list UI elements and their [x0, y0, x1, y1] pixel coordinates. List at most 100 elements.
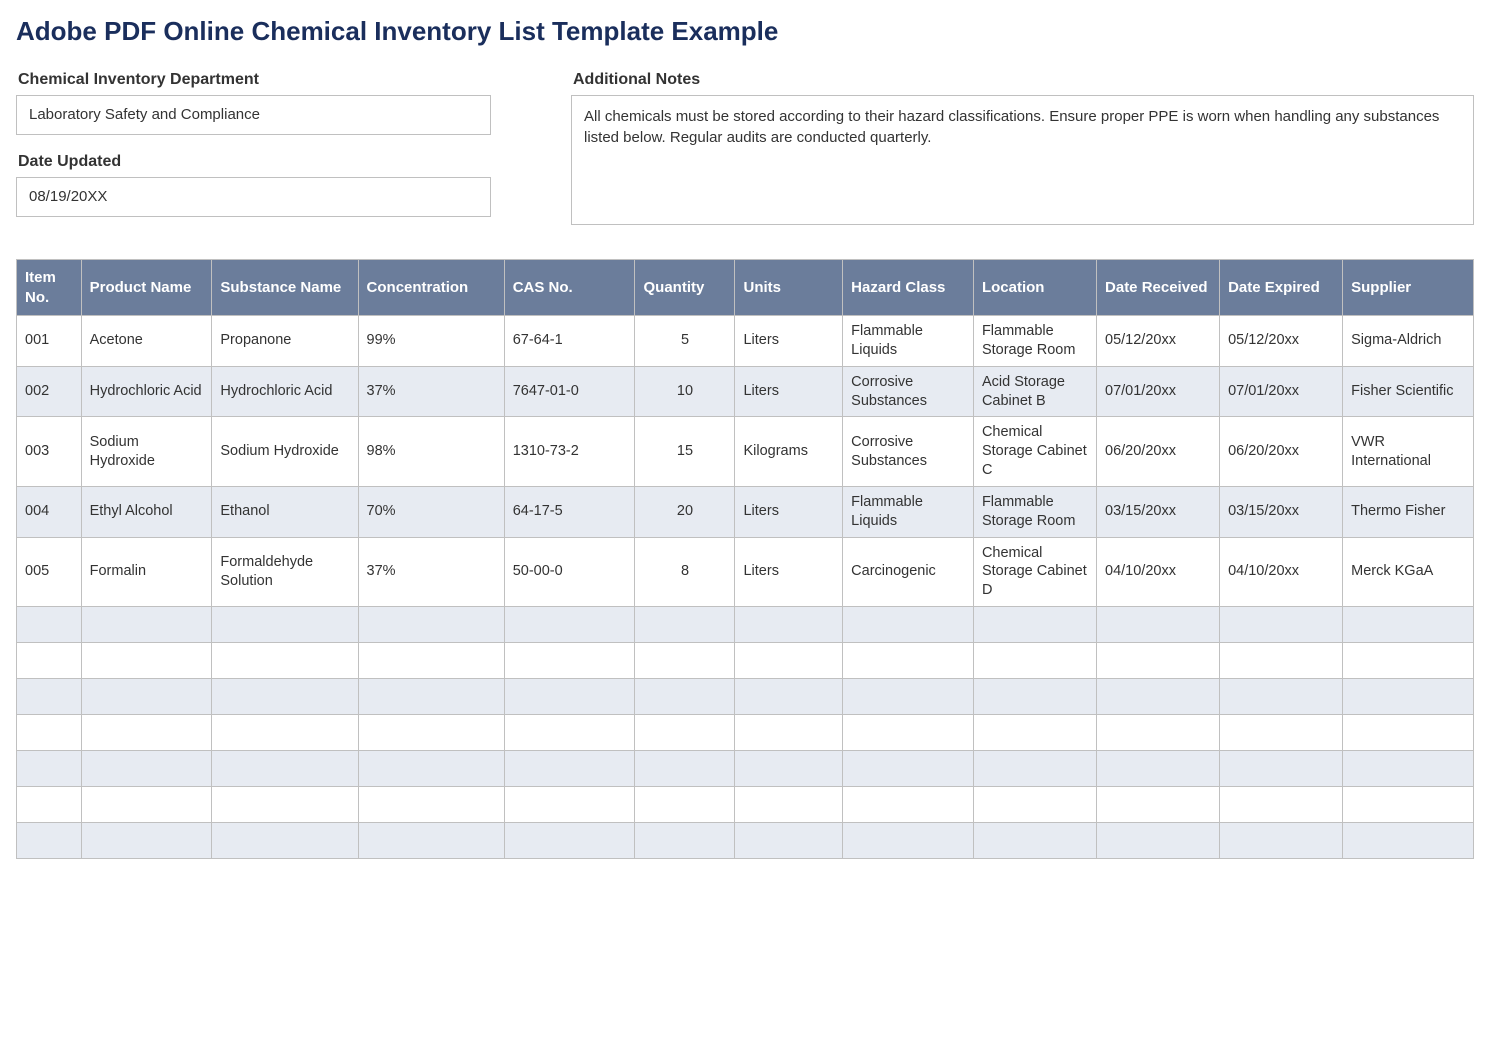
cell-location[interactable]: Chemical Storage Cabinet C — [973, 417, 1096, 487]
cell-empty[interactable] — [504, 751, 635, 787]
cell-date_received[interactable]: 04/10/20xx — [1097, 537, 1220, 607]
cell-empty[interactable] — [212, 715, 358, 751]
cell-empty[interactable] — [81, 643, 212, 679]
cell-empty[interactable] — [735, 823, 843, 859]
cell-quantity[interactable]: 15 — [635, 417, 735, 487]
cell-concentration[interactable]: 98% — [358, 417, 504, 487]
cell-empty[interactable] — [843, 607, 974, 643]
cell-item_no[interactable]: 001 — [17, 316, 82, 367]
cell-location[interactable]: Acid Storage Cabinet B — [973, 366, 1096, 417]
cell-empty[interactable] — [1097, 607, 1220, 643]
cell-substance_name[interactable]: Ethanol — [212, 486, 358, 537]
cell-substance_name[interactable]: Propanone — [212, 316, 358, 367]
cell-empty[interactable] — [1220, 607, 1343, 643]
cell-empty[interactable] — [843, 787, 974, 823]
cell-product_name[interactable]: Formalin — [81, 537, 212, 607]
cell-substance_name[interactable]: Hydrochloric Acid — [212, 366, 358, 417]
cell-empty[interactable] — [735, 751, 843, 787]
cell-concentration[interactable]: 37% — [358, 366, 504, 417]
cell-empty[interactable] — [1097, 751, 1220, 787]
cell-empty[interactable] — [504, 823, 635, 859]
cell-empty[interactable] — [635, 679, 735, 715]
cell-product_name[interactable]: Acetone — [81, 316, 212, 367]
cell-supplier[interactable]: Fisher Scientific — [1343, 366, 1474, 417]
cell-empty[interactable] — [1097, 643, 1220, 679]
cell-empty[interactable] — [212, 823, 358, 859]
cell-empty[interactable] — [635, 751, 735, 787]
cell-units[interactable]: Kilograms — [735, 417, 843, 487]
cell-date_expired[interactable]: 05/12/20xx — [1220, 316, 1343, 367]
department-field[interactable]: Laboratory Safety and Compliance — [16, 95, 491, 135]
cell-item_no[interactable]: 002 — [17, 366, 82, 417]
cell-empty[interactable] — [973, 607, 1096, 643]
cell-empty[interactable] — [1097, 679, 1220, 715]
cell-quantity[interactable]: 10 — [635, 366, 735, 417]
cell-empty[interactable] — [504, 715, 635, 751]
cell-empty[interactable] — [81, 823, 212, 859]
cell-empty[interactable] — [504, 607, 635, 643]
cell-empty[interactable] — [358, 787, 504, 823]
cell-empty[interactable] — [17, 607, 82, 643]
cell-hazard_class[interactable]: Corrosive Substances — [843, 417, 974, 487]
cell-hazard_class[interactable]: Corrosive Substances — [843, 366, 974, 417]
cell-empty[interactable] — [635, 823, 735, 859]
cell-units[interactable]: Liters — [735, 486, 843, 537]
cell-empty[interactable] — [1220, 751, 1343, 787]
cell-empty[interactable] — [1220, 679, 1343, 715]
cell-substance_name[interactable]: Formaldehyde Solution — [212, 537, 358, 607]
cell-item_no[interactable]: 005 — [17, 537, 82, 607]
cell-empty[interactable] — [358, 607, 504, 643]
cell-empty[interactable] — [843, 679, 974, 715]
cell-location[interactable]: Flammable Storage Room — [973, 316, 1096, 367]
cell-empty[interactable] — [212, 787, 358, 823]
cell-empty[interactable] — [81, 715, 212, 751]
cell-empty[interactable] — [973, 787, 1096, 823]
cell-date_expired[interactable]: 04/10/20xx — [1220, 537, 1343, 607]
cell-empty[interactable] — [81, 751, 212, 787]
cell-empty[interactable] — [504, 643, 635, 679]
cell-empty[interactable] — [17, 715, 82, 751]
cell-empty[interactable] — [635, 643, 735, 679]
cell-supplier[interactable]: Merck KGaA — [1343, 537, 1474, 607]
cell-units[interactable]: Liters — [735, 366, 843, 417]
cell-empty[interactable] — [843, 751, 974, 787]
cell-date_received[interactable]: 03/15/20xx — [1097, 486, 1220, 537]
cell-empty[interactable] — [358, 679, 504, 715]
cell-empty[interactable] — [212, 607, 358, 643]
cell-date_received[interactable]: 07/01/20xx — [1097, 366, 1220, 417]
cell-substance_name[interactable]: Sodium Hydroxide — [212, 417, 358, 487]
cell-empty[interactable] — [212, 751, 358, 787]
cell-empty[interactable] — [973, 679, 1096, 715]
cell-empty[interactable] — [635, 787, 735, 823]
cell-units[interactable]: Liters — [735, 316, 843, 367]
cell-supplier[interactable]: Thermo Fisher — [1343, 486, 1474, 537]
cell-cas_no[interactable]: 64-17-5 — [504, 486, 635, 537]
cell-hazard_class[interactable]: Carcinogenic — [843, 537, 974, 607]
cell-quantity[interactable]: 20 — [635, 486, 735, 537]
cell-location[interactable]: Chemical Storage Cabinet D — [973, 537, 1096, 607]
cell-empty[interactable] — [17, 679, 82, 715]
cell-empty[interactable] — [973, 643, 1096, 679]
cell-empty[interactable] — [358, 643, 504, 679]
cell-product_name[interactable]: Sodium Hydroxide — [81, 417, 212, 487]
date-updated-field[interactable]: 08/19/20XX — [16, 177, 491, 217]
cell-empty[interactable] — [504, 679, 635, 715]
cell-empty[interactable] — [1097, 715, 1220, 751]
cell-location[interactable]: Flammable Storage Room — [973, 486, 1096, 537]
cell-cas_no[interactable]: 50-00-0 — [504, 537, 635, 607]
cell-concentration[interactable]: 37% — [358, 537, 504, 607]
cell-empty[interactable] — [1343, 715, 1474, 751]
cell-empty[interactable] — [358, 715, 504, 751]
cell-hazard_class[interactable]: Flammable Liquids — [843, 316, 974, 367]
notes-field[interactable]: All chemicals must be stored according t… — [571, 95, 1474, 225]
cell-quantity[interactable]: 8 — [635, 537, 735, 607]
cell-empty[interactable] — [81, 679, 212, 715]
cell-empty[interactable] — [735, 607, 843, 643]
cell-cas_no[interactable]: 7647-01-0 — [504, 366, 635, 417]
cell-supplier[interactable]: Sigma-Aldrich — [1343, 316, 1474, 367]
cell-date_expired[interactable]: 06/20/20xx — [1220, 417, 1343, 487]
cell-empty[interactable] — [973, 751, 1096, 787]
cell-empty[interactable] — [843, 643, 974, 679]
cell-empty[interactable] — [1097, 823, 1220, 859]
cell-empty[interactable] — [1343, 679, 1474, 715]
